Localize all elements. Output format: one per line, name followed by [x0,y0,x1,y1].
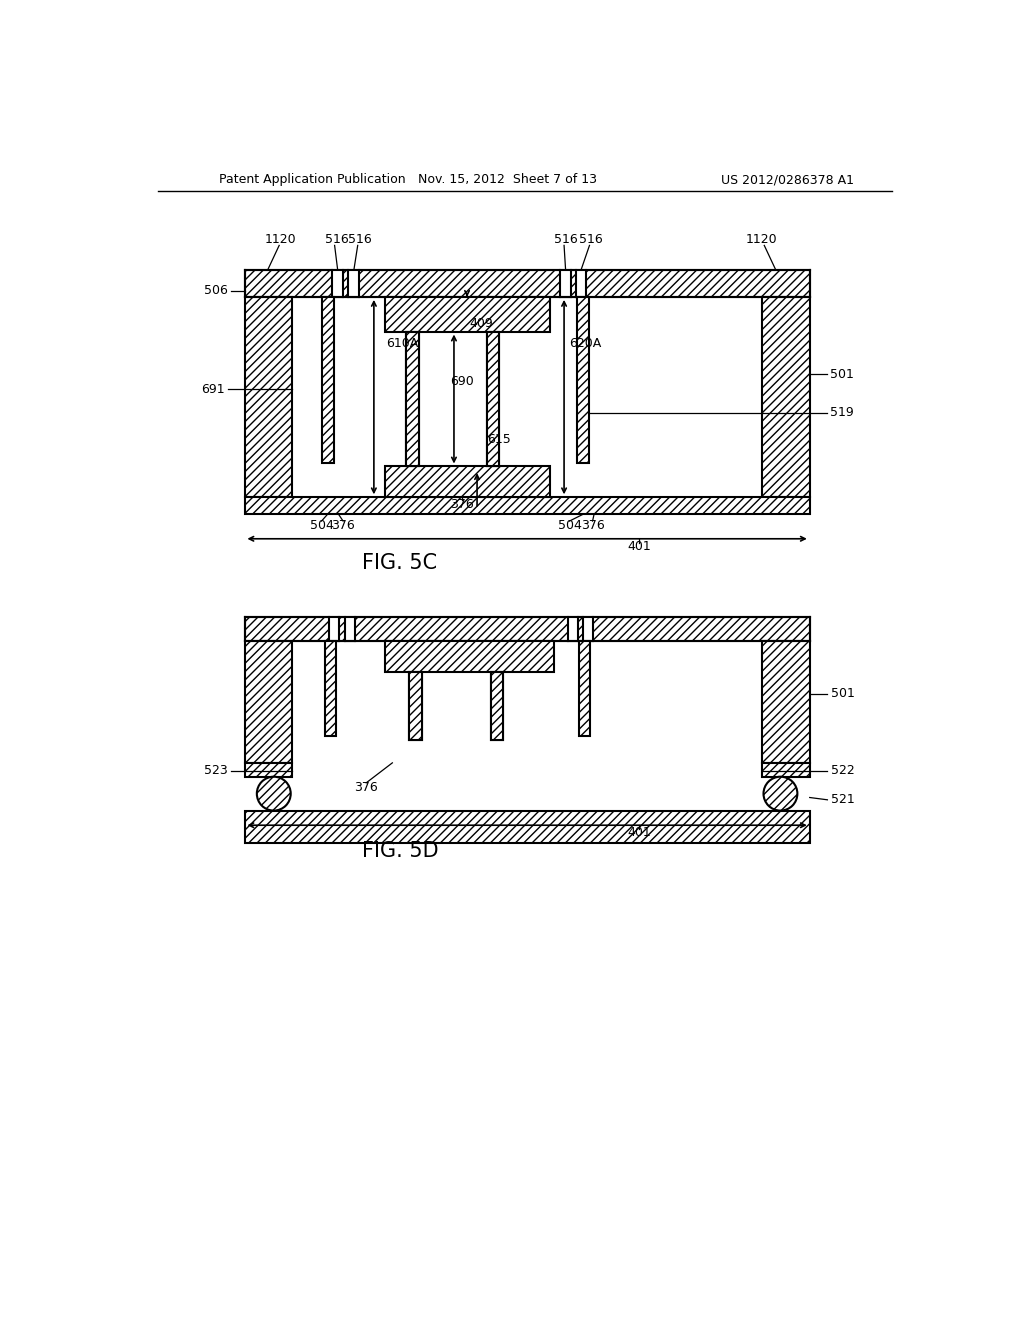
Bar [407,331,419,466]
Circle shape [257,776,291,810]
Bar [245,616,810,642]
Bar [245,810,810,843]
Bar [385,297,550,331]
Bar [579,642,590,737]
Text: 506: 506 [204,284,227,297]
Bar [330,616,339,642]
Bar [345,616,354,642]
Text: 501: 501 [831,686,855,700]
Bar [385,672,554,739]
Text: 501: 501 [829,367,854,380]
Bar [568,616,578,642]
Bar [762,642,810,763]
Bar [385,331,550,466]
Bar [322,297,334,462]
Text: US 2012/0286378 A1: US 2012/0286378 A1 [721,173,854,186]
Bar [385,466,550,498]
Text: 523: 523 [204,764,227,777]
Bar [245,642,292,763]
Text: FIG. 5C: FIG. 5C [362,553,437,573]
Text: 519: 519 [829,407,853,418]
Text: 401: 401 [627,540,650,553]
Text: 516: 516 [325,232,349,246]
Text: 516: 516 [580,232,603,246]
Bar [245,763,292,776]
Text: 620A: 620A [569,337,602,350]
Bar [487,331,500,466]
Text: 1120: 1120 [746,232,778,246]
Bar [333,271,343,297]
Circle shape [764,776,798,810]
Bar [410,672,422,739]
Text: 504: 504 [557,519,582,532]
Bar [762,763,810,776]
Bar [584,616,593,642]
Bar [487,331,500,466]
Text: 516: 516 [554,232,578,246]
Text: 1120: 1120 [265,232,297,246]
Text: 409: 409 [469,317,493,330]
Bar [385,642,554,672]
Text: 691: 691 [201,383,224,396]
Text: FIG. 5D: FIG. 5D [361,841,438,862]
Bar [575,271,587,297]
Text: 615: 615 [486,433,511,446]
Bar [410,672,422,739]
Bar [292,642,762,763]
Text: 690: 690 [450,375,473,388]
Bar [245,271,810,297]
Bar [348,271,359,297]
Bar [578,297,590,462]
Bar [292,297,762,498]
Text: Patent Application Publication: Patent Application Publication [219,173,406,186]
Bar [245,498,810,515]
Text: 610A: 610A [386,337,419,350]
Text: 376: 376 [581,519,604,532]
Text: 504: 504 [309,519,334,532]
Text: 516: 516 [348,232,372,246]
Text: 376: 376 [331,519,355,532]
Bar [560,271,571,297]
Text: 401: 401 [627,826,650,840]
Bar [325,642,336,737]
Bar [490,672,503,739]
Bar [490,672,503,739]
Text: 522: 522 [831,764,855,777]
Text: Nov. 15, 2012  Sheet 7 of 13: Nov. 15, 2012 Sheet 7 of 13 [419,173,597,186]
Bar [762,297,810,498]
Text: 376: 376 [450,499,473,511]
Bar [245,297,292,498]
Text: 521: 521 [831,793,855,807]
Text: 376: 376 [354,781,378,795]
Bar [407,331,419,466]
